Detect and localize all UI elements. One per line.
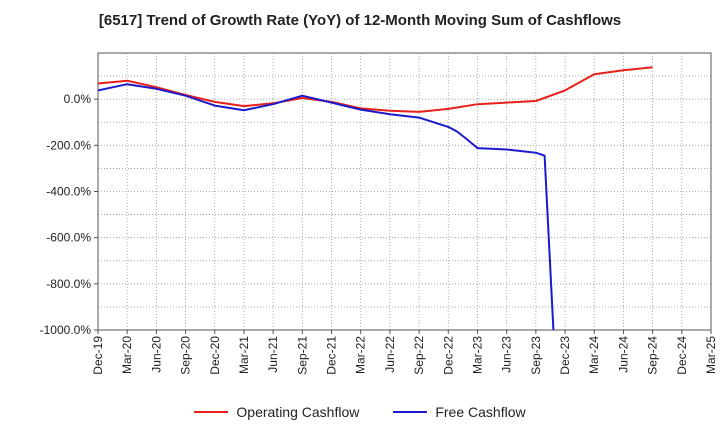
x-tick-label: Mar-24 [587,336,601,374]
series-line-free-cashflow [98,83,555,330]
x-tick-label: Jun-24 [616,336,630,373]
x-tick-label: Mar-23 [470,336,484,374]
x-tick-label: Mar-22 [354,336,368,374]
x-tick-label: Dec-22 [441,336,455,375]
x-tick-label: Mar-20 [120,336,134,374]
legend: Operating Cashflow Free Cashflow [0,404,720,420]
x-tick-label: Sep-24 [646,336,660,375]
x-tick-label: Dec-21 [325,336,339,375]
legend-swatch-operating-cashflow [194,411,229,413]
y-tick-label: -800.0% [46,277,91,291]
x-tick-label: Jun-21 [266,336,280,373]
x-tick-label: Dec-24 [675,336,689,375]
x-tick-label: Mar-21 [237,336,251,374]
x-tick-label: Dec-20 [208,336,222,375]
x-tick-label: Sep-22 [412,336,426,375]
legend-item-operating-cashflow: Operating Cashflow [194,404,359,420]
legend-label-operating-cashflow: Operating Cashflow [236,404,360,420]
y-tick-label: 0.0% [64,92,92,106]
x-tick-label: Mar-25 [704,336,718,374]
x-tick-label: Jun-22 [383,336,397,373]
chart-title: [6517] Trend of Growth Rate (YoY) of 12-… [98,12,622,29]
x-tick-label: Dec-19 [91,336,105,375]
series-line-operating-cashflow [98,66,653,113]
y-tick-label: -400.0% [46,185,91,199]
legend-swatch-free-cashflow [393,411,428,413]
x-tick-label: Dec-23 [558,336,572,375]
x-tick-label: Jun-20 [149,336,163,373]
legend-label-free-cashflow: Free Cashflow [435,404,526,420]
y-tick-label: -1000.0% [40,323,92,337]
x-tick-label: Sep-20 [179,336,193,375]
x-tick-label: Jun-23 [500,336,514,373]
y-tick-label: -600.0% [46,231,91,245]
legend-item-free-cashflow: Free Cashflow [393,404,526,420]
x-tick-label: Sep-21 [295,336,309,375]
y-tick-label: -200.0% [46,138,91,152]
x-tick-label: Sep-23 [529,336,543,375]
